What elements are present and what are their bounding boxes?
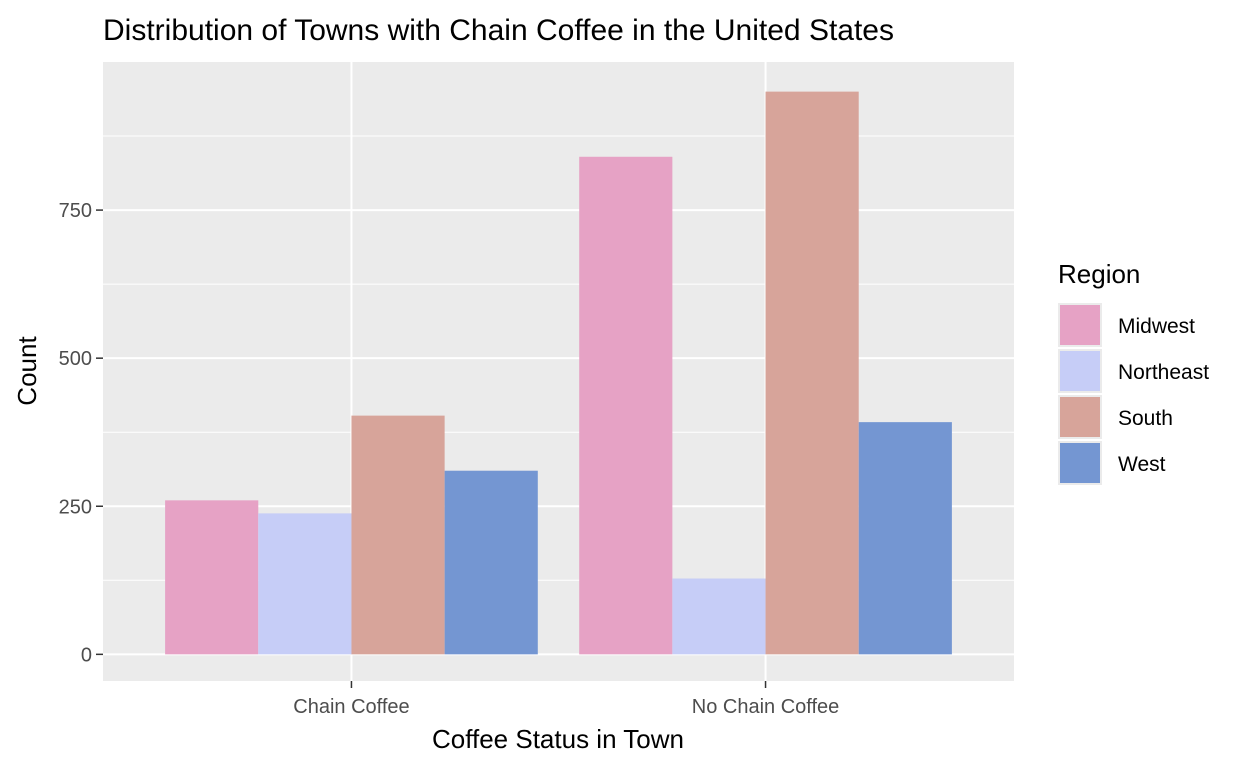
bar-south-2 — [765, 91, 859, 655]
y-tick-label: 750 — [59, 200, 92, 222]
legend-swatch-west — [1060, 443, 1100, 483]
legend-swatch-midwest — [1060, 305, 1100, 345]
y-tick-label: 0 — [81, 644, 92, 666]
legend-swatch-northeast — [1060, 351, 1100, 391]
y-tick-label: 500 — [59, 348, 92, 370]
legend-swatch-south — [1060, 397, 1100, 437]
bar-midwest-1 — [165, 500, 259, 655]
bars — [165, 91, 952, 655]
x-axis: Chain Coffee No Chain Coffee — [293, 681, 839, 718]
legend-label-midwest: Midwest — [1118, 315, 1195, 338]
y-axis-title: Count — [12, 336, 42, 406]
bar-northeast-1 — [258, 513, 352, 655]
legend-label-northeast: Northeast — [1118, 361, 1209, 384]
bar-south-1 — [351, 415, 445, 655]
y-tick-label: 250 — [59, 496, 92, 518]
bar-west-1 — [444, 470, 538, 655]
bar-northeast-2 — [672, 578, 766, 655]
bar-west-2 — [858, 422, 952, 655]
legend-label-west: West — [1118, 453, 1166, 476]
legend-label-south: South — [1118, 407, 1173, 430]
x-axis-title: Coffee Status in Town — [432, 724, 684, 754]
y-axis: 0 250 500 750 — [59, 200, 103, 666]
x-tick-label: Chain Coffee — [293, 696, 409, 718]
legend-title: Region — [1058, 259, 1140, 289]
x-tick-label: No Chain Coffee — [692, 696, 840, 718]
chart-title: Distribution of Towns with Chain Coffee … — [103, 14, 894, 47]
bar-midwest-2 — [579, 156, 673, 655]
legend: Region Midwest Northeast South West — [1058, 259, 1209, 485]
